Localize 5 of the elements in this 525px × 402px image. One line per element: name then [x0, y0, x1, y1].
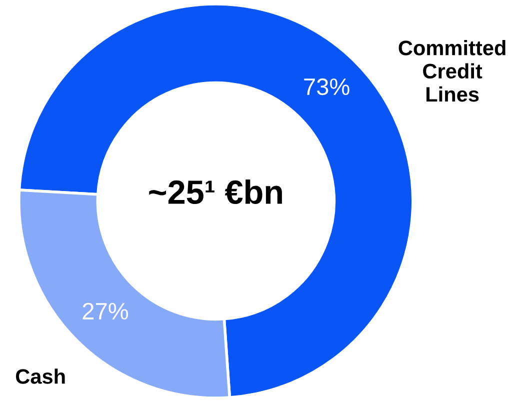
slice-label: Cash: [16, 368, 65, 384]
slice-label: Committed Credit Lines: [398, 40, 506, 102]
data-label: 27%: [82, 302, 128, 320]
text: ~25¹ €bn: [149, 180, 282, 204]
data-label: 73%: [304, 78, 350, 96]
